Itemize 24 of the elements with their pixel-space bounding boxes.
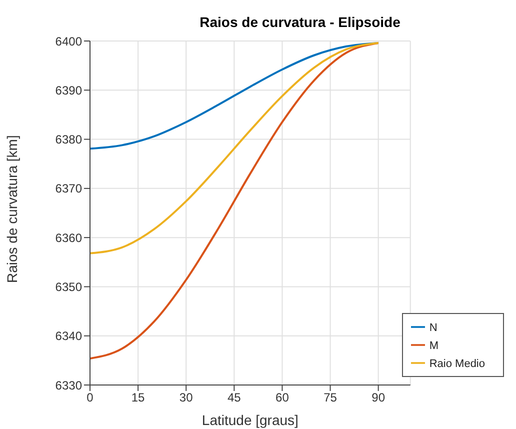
y-tick-label: 6350 xyxy=(55,280,82,294)
x-tick-label: 15 xyxy=(131,390,146,405)
line-series xyxy=(90,42,380,360)
x-tick-label: 75 xyxy=(324,390,338,405)
y-tick-label: 6380 xyxy=(55,132,82,147)
y-tick-label: 6360 xyxy=(55,230,82,245)
x-axis-title: Latitude [graus] xyxy=(202,412,298,428)
y-axis-title: Raios de curvatura [km] xyxy=(4,135,20,283)
x-tick-label: 45 xyxy=(227,390,242,405)
legend-label: N xyxy=(429,322,438,334)
x-tick-label: 90 xyxy=(372,390,386,405)
legend-label: Raio Medio xyxy=(429,358,485,370)
x-tick-label: 0 xyxy=(86,390,94,405)
y-tick-label: 6340 xyxy=(55,329,82,344)
y-tick-label: 6370 xyxy=(55,182,82,196)
x-tick-label: 30 xyxy=(179,390,194,405)
x-tick-label: 60 xyxy=(276,390,290,405)
chart-title: Raios de curvatura - Elipsoide xyxy=(198,14,402,30)
y-tick-label: 6390 xyxy=(55,83,82,98)
line-series xyxy=(90,42,380,254)
y-tick-label: 6400 xyxy=(55,34,82,48)
legend-label: M xyxy=(429,340,439,352)
line-series xyxy=(90,42,380,150)
y-tick-label: 6330 xyxy=(55,378,82,392)
